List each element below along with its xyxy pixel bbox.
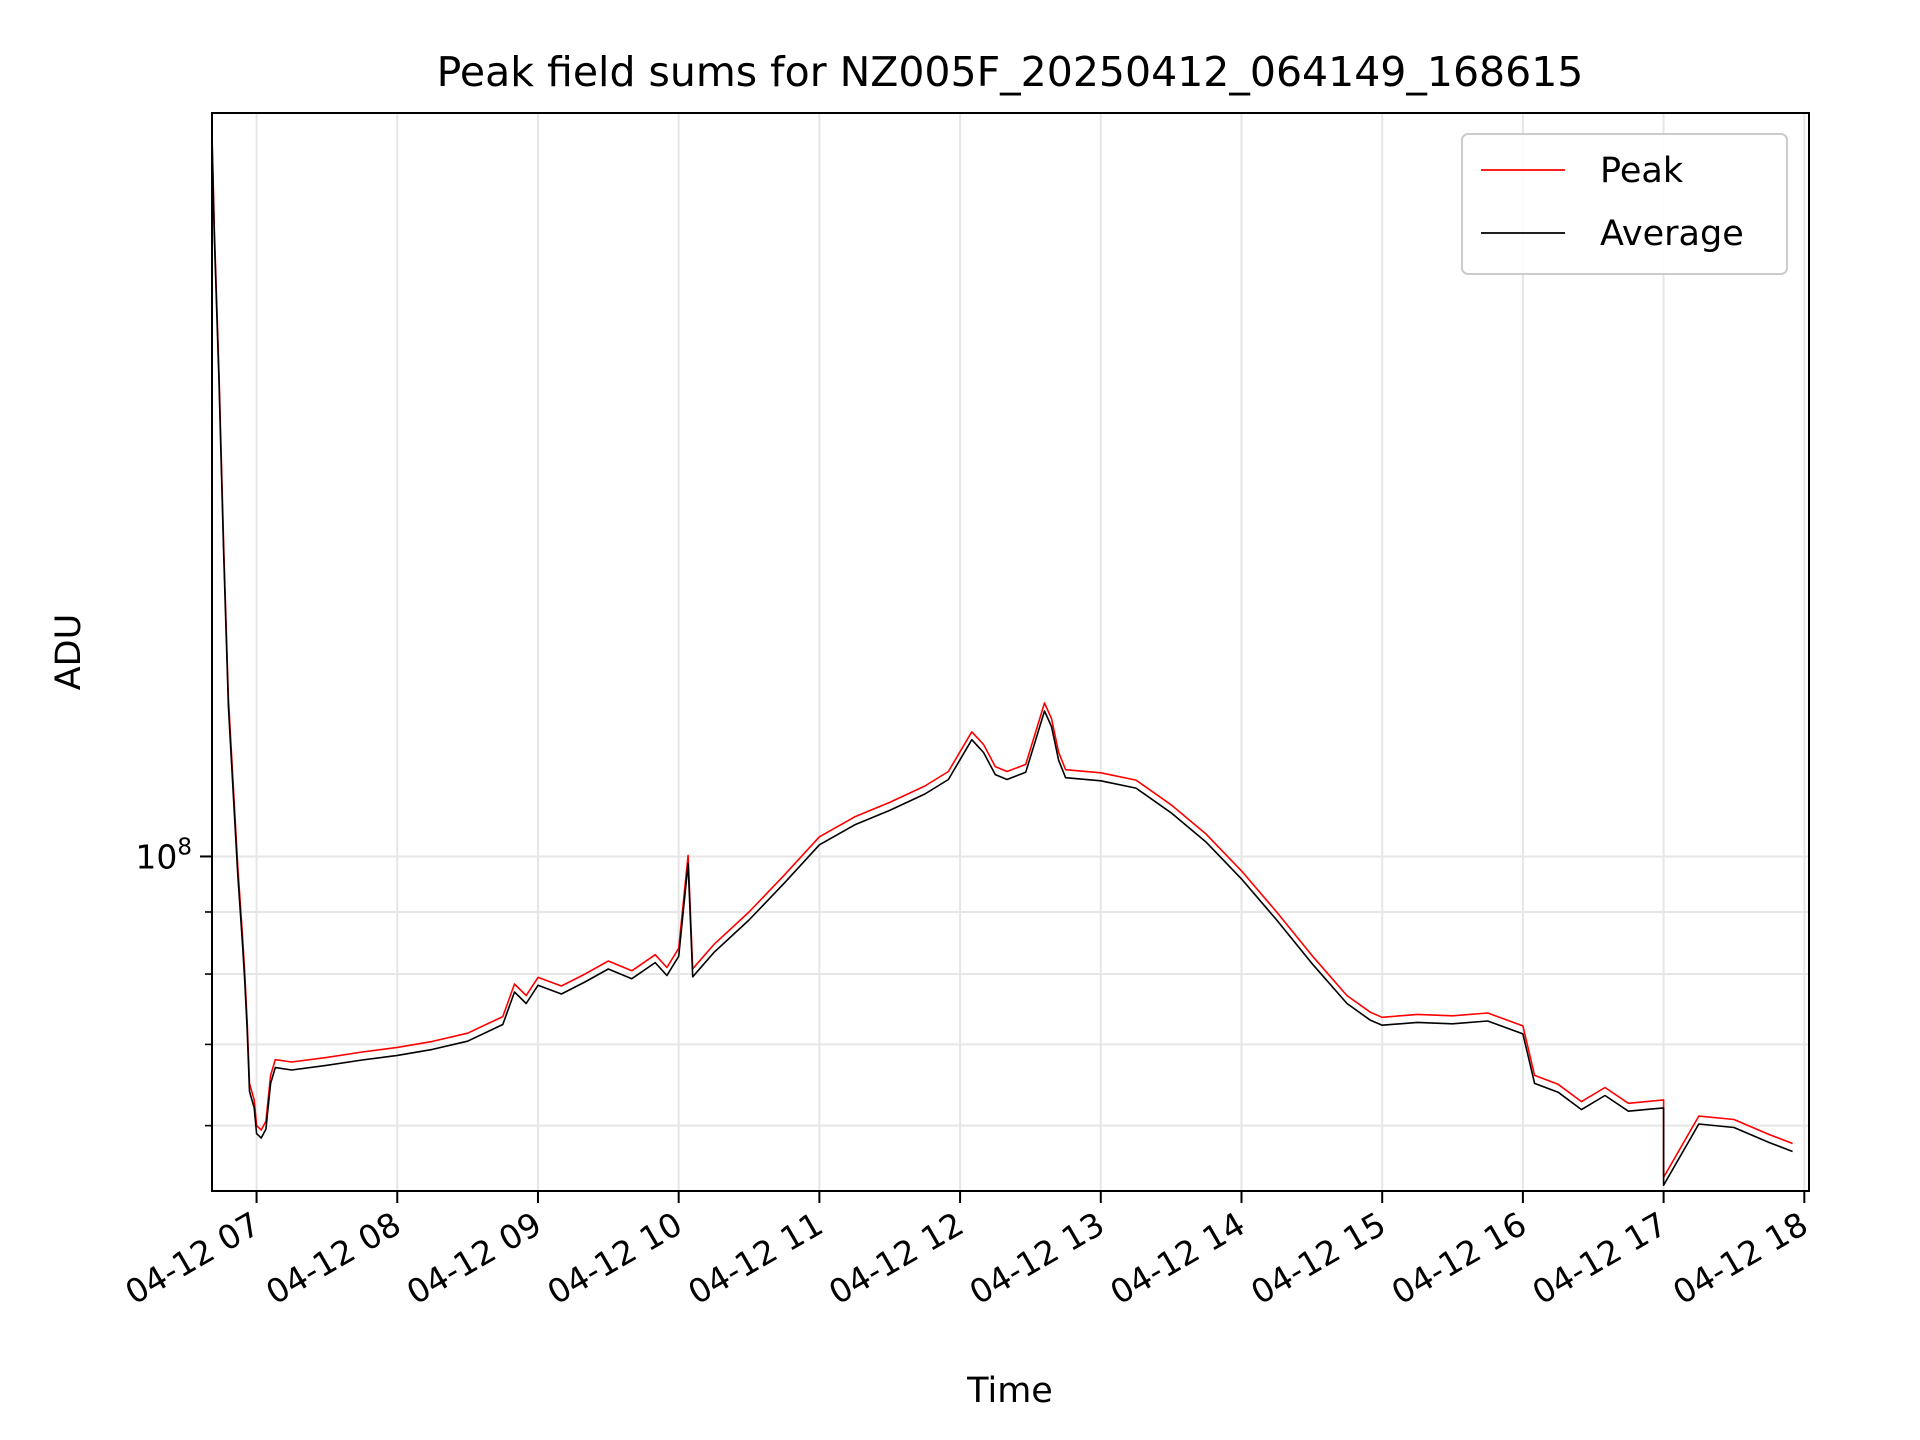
x-tick-label: 04-12 13 <box>963 1204 1111 1312</box>
x-tick-label: 04-12 16 <box>1385 1204 1533 1312</box>
legend-box <box>1461 133 1788 275</box>
grid <box>212 113 1809 1191</box>
y-axis: 108 <box>135 834 212 1127</box>
y-tick-label: 108 <box>135 834 192 876</box>
legend: Peak Average <box>1461 133 1788 275</box>
series-layer <box>211 132 1793 1186</box>
x-tick-label: 04-12 14 <box>1103 1204 1251 1312</box>
x-tick-label: 04-12 09 <box>400 1204 548 1312</box>
x-tick-label: 04-12 15 <box>1244 1204 1392 1312</box>
legend-peak-label: Peak <box>1600 151 1684 191</box>
x-tick-label: 04-12 17 <box>1526 1204 1674 1312</box>
plot-frame <box>211 112 1810 1192</box>
x-tick-label: 04-12 07 <box>119 1204 267 1312</box>
series-peak-line <box>211 132 1793 1179</box>
y-axis-title: ADU <box>49 614 89 691</box>
x-tick-label: 04-12 18 <box>1666 1204 1814 1312</box>
x-tick-label: 04-12 08 <box>259 1204 407 1312</box>
chart-title: Peak field sums for NZ005F_20250412_0641… <box>437 48 1584 96</box>
x-tick-label: 04-12 12 <box>822 1204 970 1312</box>
series-average-line <box>211 140 1793 1186</box>
x-axis-title: Time <box>966 1371 1053 1411</box>
x-tick-label: 04-12 10 <box>541 1204 689 1312</box>
legend-average-label: Average <box>1600 214 1744 254</box>
x-tick-label: 04-12 11 <box>681 1204 829 1312</box>
